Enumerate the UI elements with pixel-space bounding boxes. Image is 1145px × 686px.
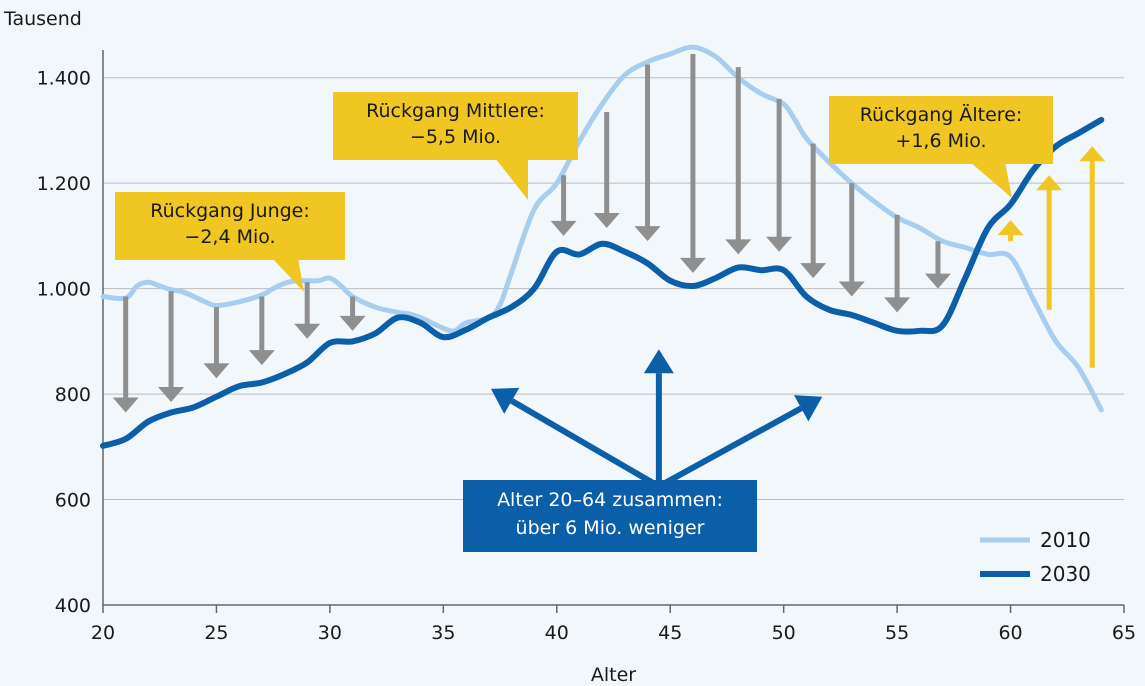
decline-arrow-10 [680,54,706,273]
y-tick-label-600: 600 [55,490,91,512]
x-tick-label-50: 50 [772,622,796,644]
callout-aeltere-line-2: +1,6 Mio. [839,128,1043,154]
decline-arrow-1 [113,297,139,413]
decline-arrow-11-head [725,239,751,254]
callout-mittlere-line-1: Rückgang Mittlere: [343,98,568,124]
summary-arrow-2 [644,349,674,486]
increase-arrow-2 [1036,175,1062,309]
decline-arrow-12-head [766,237,792,252]
decline-arrow-15 [884,215,910,313]
decline-arrow-9 [635,65,661,242]
summary-arrow-3-shaft [659,408,801,486]
y-tick-label-400: 400 [55,595,91,617]
callout-aeltere-line-1: Rückgang Ältere: [839,102,1043,128]
y-tick-label-1400: 1.400 [37,68,91,90]
callout-gesamt-line-2: über 6 Mio. weniger [473,514,747,542]
x-axis-label: Alter [591,664,636,686]
legend-label-2030: 2030 [1040,562,1091,586]
x-tick-label-45: 45 [658,622,682,644]
decline-arrow-10-head [680,258,706,273]
x-tick-label-35: 35 [431,622,455,644]
decline-arrow-13-head [800,263,826,278]
decline-arrow-3-head [203,363,229,378]
callout-junge-line-2: −2,4 Mio. [125,224,335,250]
callout-rueckgang-mittlere: Rückgang Mittlere: −5,5 Mio. [333,92,578,160]
decline-arrow-16 [925,241,951,288]
increase-arrow-1-head [998,220,1024,235]
x-tick-label-65: 65 [1112,622,1136,644]
decline-arrow-3 [203,307,229,378]
x-tick-label-55: 55 [885,622,909,644]
decline-arrow-14 [839,183,865,296]
x-tick-label-20: 20 [91,622,115,644]
decline-arrow-16-head [925,274,951,289]
callout-mittlere-line-2: −5,5 Mio. [343,124,568,150]
callout-rueckgang-junge: Rückgang Junge: −2,4 Mio. [115,192,345,260]
decline-arrow-15-head [884,297,910,312]
decline-arrow-5-head [294,324,320,339]
summary-arrow-3 [659,395,822,486]
x-tick-label-60: 60 [998,622,1022,644]
y-axis-label: Tausend [3,8,82,30]
decline-arrow-6-head [340,316,366,331]
decline-arrow-1-head [113,398,139,413]
increase-arrow-1 [998,220,1024,241]
decline-arrow-4 [249,297,275,366]
series-line-2030 [103,120,1101,446]
legend-label-2010: 2010 [1040,528,1091,552]
decline-arrow-5 [294,282,320,338]
callout-rueckgang-aeltere: Rückgang Ältere: +1,6 Mio. [829,96,1053,164]
y-tick-label-800: 800 [55,384,91,406]
increase-arrow-3-head [1079,146,1105,161]
x-tick-label-25: 25 [204,622,228,644]
callout-mittlere-tail [495,158,528,200]
x-tick-label-40: 40 [545,622,569,644]
decline-arrow-8-head [594,213,620,228]
decline-arrow-12 [766,99,792,252]
y-tick-label-1200: 1.200 [37,173,91,195]
summary-arrow-1-shaft [512,401,659,486]
summary-arrow-1 [491,388,659,486]
increase-arrow-3 [1079,146,1105,367]
summary-arrow-2-head [644,349,674,373]
decline-arrow-11 [725,67,751,254]
decline-arrow-2 [158,291,184,402]
callout-junge-line-1: Rückgang Junge: [125,198,335,224]
x-tick-label-30: 30 [318,622,342,644]
decline-arrow-7-head [551,221,577,236]
decline-arrow-8 [594,112,620,228]
callout-aeltere-tail [970,162,1012,198]
y-tick-label-1000: 1.000 [37,279,91,301]
callout-gesamt-line-1: Alter 20–64 zusammen: [473,486,747,514]
decline-arrow-9-head [635,226,661,241]
decline-arrow-4-head [249,350,275,365]
callout-gesamt: Alter 20–64 zusammen: über 6 Mio. wenige… [463,480,757,552]
decline-arrow-13 [800,144,826,278]
